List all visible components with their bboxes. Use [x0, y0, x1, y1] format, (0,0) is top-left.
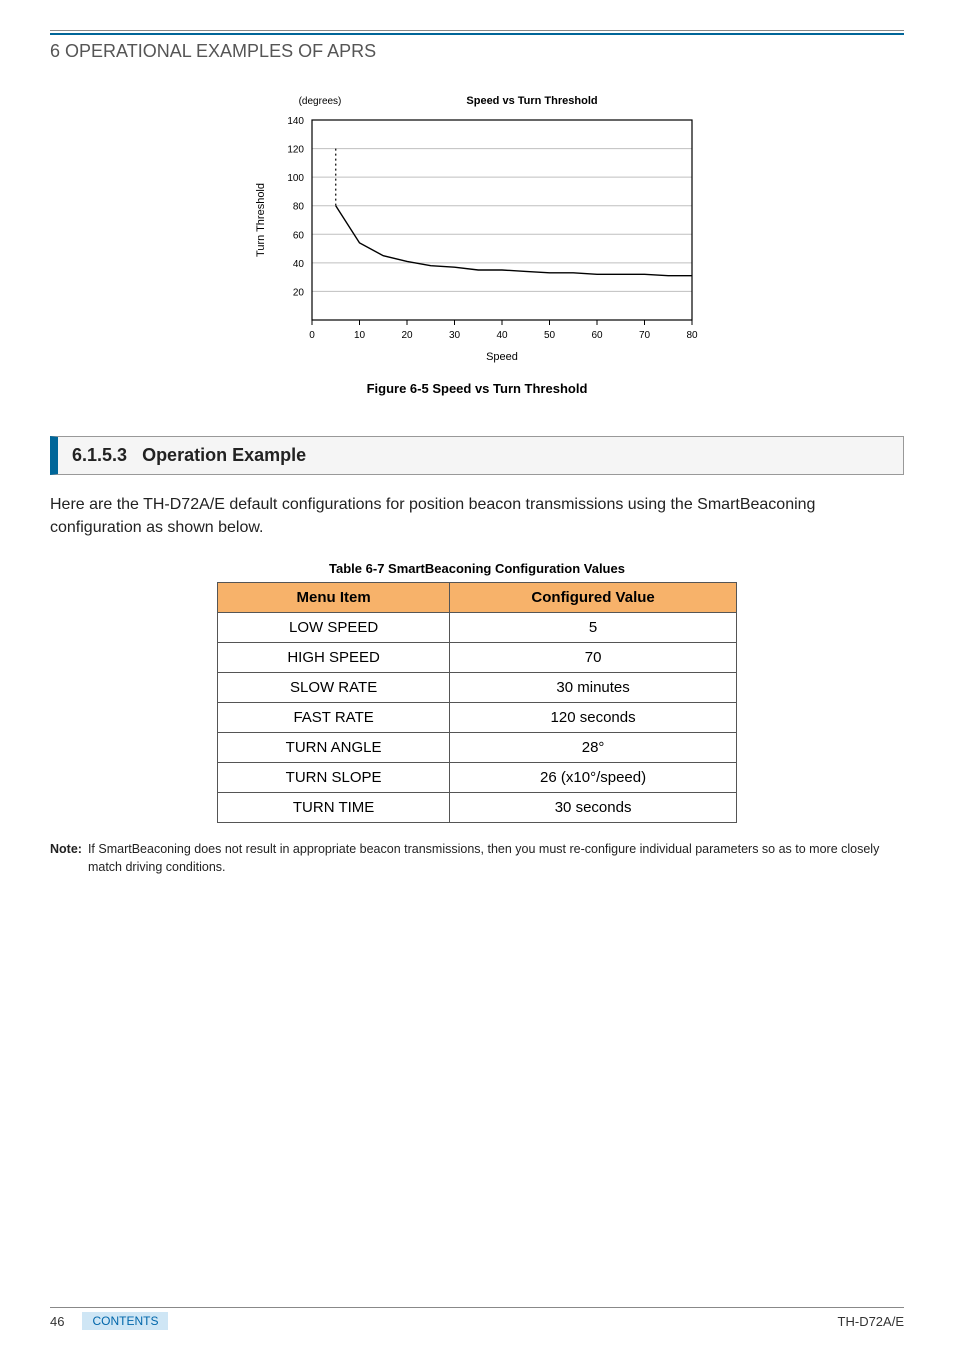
- svg-text:60: 60: [591, 330, 603, 341]
- table-header-value: Configured Value: [450, 583, 737, 613]
- section-title: 6 OPERATIONAL EXAMPLES OF APRS: [50, 41, 904, 62]
- table-cell: FAST RATE: [218, 703, 450, 733]
- svg-text:80: 80: [686, 330, 698, 341]
- svg-text:140: 140: [287, 116, 304, 127]
- model-label: TH-D72A/E: [838, 1314, 904, 1329]
- table-row: TURN ANGLE28°: [218, 733, 737, 763]
- table-cell: HIGH SPEED: [218, 643, 450, 673]
- svg-text:20: 20: [293, 287, 305, 298]
- table-cell: 28°: [450, 733, 737, 763]
- svg-text:30: 30: [449, 330, 461, 341]
- svg-text:40: 40: [496, 330, 508, 341]
- table-cell: 30 seconds: [450, 793, 737, 823]
- svg-text:10: 10: [354, 330, 366, 341]
- svg-text:Turn Threshold: Turn Threshold: [255, 183, 267, 257]
- table-row: SLOW RATE30 minutes: [218, 673, 737, 703]
- svg-text:60: 60: [293, 230, 305, 241]
- page-footer: 46 CONTENTS TH-D72A/E: [50, 1307, 904, 1330]
- svg-text:40: 40: [293, 259, 305, 270]
- table-cell: 26 (x10°/speed): [450, 763, 737, 793]
- table-row: FAST RATE120 seconds: [218, 703, 737, 733]
- table-cell: TURN ANGLE: [218, 733, 450, 763]
- body-paragraph: Here are the TH-D72A/E default configura…: [50, 493, 904, 539]
- table-cell: SLOW RATE: [218, 673, 450, 703]
- table-caption: Table 6-7 SmartBeaconing Configuration V…: [50, 561, 904, 576]
- table-row: TURN TIME30 seconds: [218, 793, 737, 823]
- table-row: HIGH SPEED70: [218, 643, 737, 673]
- table-cell: TURN TIME: [218, 793, 450, 823]
- config-table: Menu Item Configured Value LOW SPEED5HIG…: [217, 582, 737, 823]
- speed-vs-turn-threshold-chart: Speed vs Turn Threshold (degrees) 20 40 60 80…: [242, 90, 712, 370]
- table-row: LOW SPEED5: [218, 613, 737, 643]
- page-number: 46: [50, 1314, 64, 1329]
- table-cell: 5: [450, 613, 737, 643]
- svg-text:80: 80: [293, 202, 305, 213]
- svg-text:100: 100: [287, 173, 304, 184]
- contents-link[interactable]: CONTENTS: [82, 1312, 168, 1330]
- subsection-title-text: Operation Example: [142, 445, 306, 465]
- svg-text:120: 120: [287, 145, 304, 156]
- subsection-number: 6.1.5.3: [72, 445, 127, 465]
- svg-text:Speed: Speed: [486, 351, 518, 363]
- svg-text:Speed vs Turn Threshold: Speed vs Turn Threshold: [466, 95, 597, 107]
- table-row: TURN SLOPE26 (x10°/speed): [218, 763, 737, 793]
- chart-caption: Figure 6-5 Speed vs Turn Threshold: [50, 381, 904, 396]
- table-cell: 30 minutes: [450, 673, 737, 703]
- svg-text:0: 0: [309, 330, 315, 341]
- table-header-menu: Menu Item: [218, 583, 450, 613]
- svg-text:20: 20: [401, 330, 413, 341]
- subsection-heading: 6.1.5.3 Operation Example: [50, 436, 904, 475]
- svg-text:(degrees): (degrees): [299, 96, 342, 107]
- table-cell: 70: [450, 643, 737, 673]
- table-cell: TURN SLOPE: [218, 763, 450, 793]
- svg-text:70: 70: [639, 330, 651, 341]
- note: Note: If SmartBeaconing does not result …: [50, 841, 904, 876]
- note-label: Note:: [50, 841, 82, 876]
- table-cell: LOW SPEED: [218, 613, 450, 643]
- table-cell: 120 seconds: [450, 703, 737, 733]
- note-text: If SmartBeaconing does not result in app…: [88, 841, 904, 876]
- chart-figure: Speed vs Turn Threshold (degrees) 20 40 60 80…: [50, 90, 904, 373]
- svg-text:50: 50: [544, 330, 556, 341]
